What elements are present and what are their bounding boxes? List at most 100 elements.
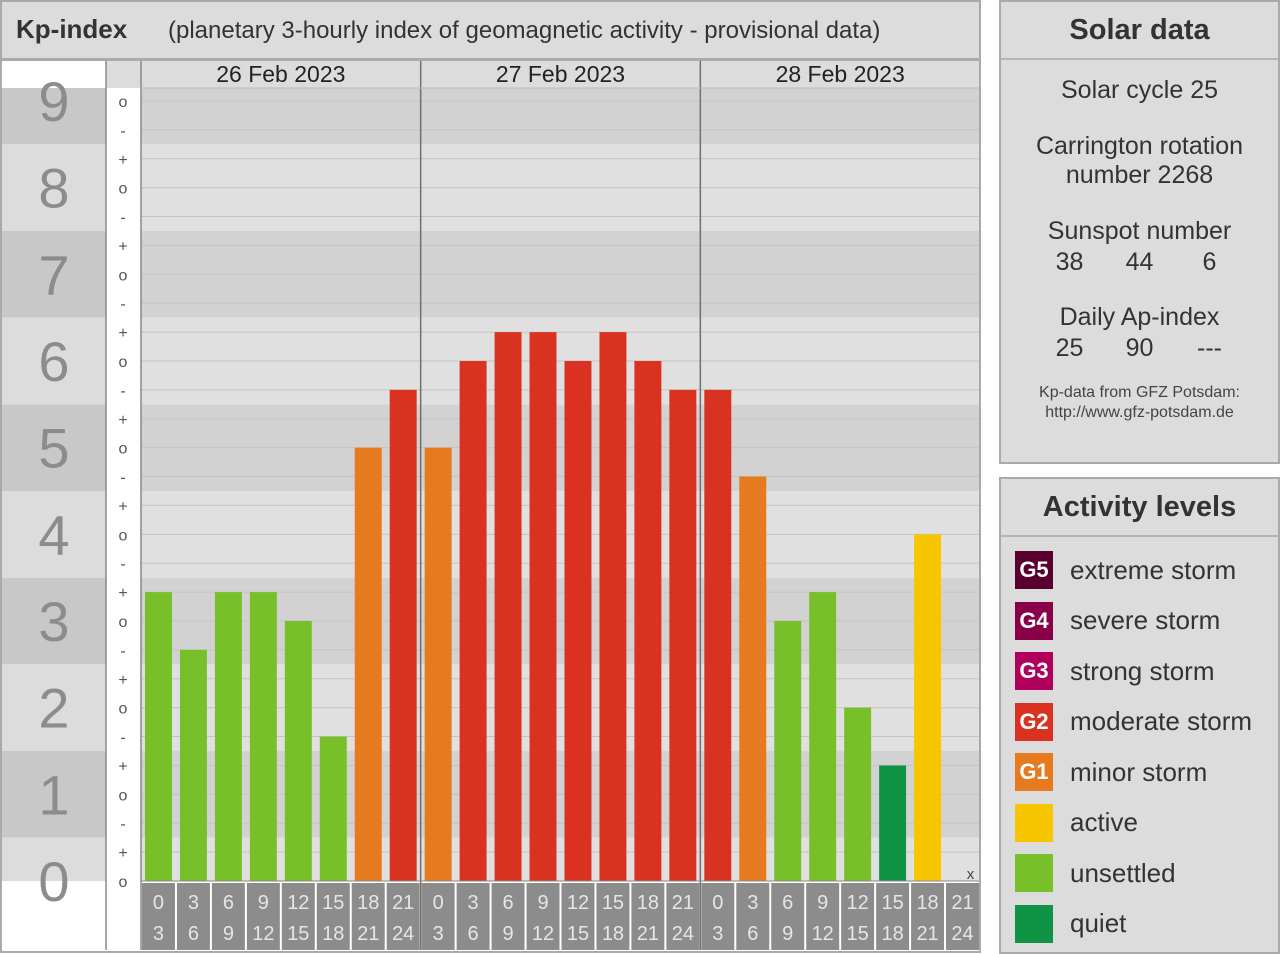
kp-chart-panel: 0 1 2 3 4 5 6 7 8 9 o + o - + o - + o - + o - + o - + o - + o - + o - + o - x… xyxy=(0,0,982,954)
y-minor-mark: - xyxy=(120,383,125,400)
credit-line-1: Kp-data from GFZ Potsdam: xyxy=(1039,384,1240,401)
x-tick-start: 9 xyxy=(537,892,548,914)
kp-bar xyxy=(179,649,207,881)
x-tick-end: 24 xyxy=(392,923,414,945)
x-tick-end: 18 xyxy=(322,923,344,945)
kp-bar xyxy=(879,765,907,881)
sunspot-label: Sunspot number xyxy=(1047,217,1232,245)
kp-bar xyxy=(739,476,767,881)
missing-data-mark: x xyxy=(967,866,975,883)
x-tick-end: 24 xyxy=(951,923,973,945)
activity-legend: G5 extreme storm G4 severe storm G3 stro… xyxy=(1001,537,1278,949)
kp-bar xyxy=(319,736,347,881)
y-minor-mark: + xyxy=(118,672,127,689)
x-tick-end: 3 xyxy=(153,923,164,945)
x-tick-end: 15 xyxy=(567,923,589,945)
chart-title: Kp-index xyxy=(16,14,128,44)
legend-swatch-g3: G3 xyxy=(1015,652,1053,691)
x-tick-start: 6 xyxy=(503,892,514,914)
x-label-cell xyxy=(841,883,875,950)
y-minor-mark: + xyxy=(118,412,127,429)
legend-item-quiet: quiet xyxy=(1001,899,1278,950)
legend-label: severe storm xyxy=(1070,605,1221,636)
y-minor-mark: - xyxy=(120,556,125,573)
y-minor-mark: o xyxy=(119,874,128,891)
y-minor-mark: - xyxy=(120,816,125,833)
x-tick-start: 15 xyxy=(881,892,903,914)
legend-swatch-g4: G4 xyxy=(1015,601,1053,640)
legend-code: G3 xyxy=(1019,658,1049,684)
legend-item-unsettled: unsettled xyxy=(1001,848,1278,899)
legend-label: active xyxy=(1070,807,1138,838)
legend-label: extreme storm xyxy=(1070,554,1237,585)
x-tick-end: 3 xyxy=(712,923,723,945)
y-minor-mark: - xyxy=(120,123,125,140)
legend-item-g4: G4 severe storm xyxy=(1001,596,1278,647)
x-label-cell xyxy=(316,883,350,950)
legend-code: G2 xyxy=(1019,708,1049,734)
x-tick-start: 18 xyxy=(916,892,938,914)
y-minor-mark: + xyxy=(118,498,127,515)
x-label-cell xyxy=(211,883,245,950)
kp-bar xyxy=(669,389,697,881)
ap-value: --- xyxy=(1197,334,1222,362)
activity-levels-panel: Activity levels G5 extreme storm G4 seve… xyxy=(999,477,1280,954)
x-tick-end: 6 xyxy=(188,923,199,945)
x-tick-start: 21 xyxy=(392,892,414,914)
x-label-cell xyxy=(491,883,525,950)
y-minor-mark: - xyxy=(120,470,125,487)
x-label-cell xyxy=(142,883,175,950)
sunspot-values: 38 44 6 xyxy=(1001,248,1278,277)
x-tick-end: 9 xyxy=(223,923,234,945)
x-tick-start: 3 xyxy=(188,892,199,914)
x-label-cell xyxy=(771,883,805,950)
x-tick-end: 15 xyxy=(287,923,309,945)
x-tick-end: 6 xyxy=(747,923,758,945)
solar-data-body: Solar cycle 25 Carrington rotation numbe… xyxy=(1001,76,1278,423)
x-label-cell xyxy=(456,883,490,950)
ap-label: Daily Ap-index xyxy=(1059,303,1220,331)
sunspot-value: 38 xyxy=(1055,248,1084,276)
x-label-cell xyxy=(596,883,630,950)
x-label-cell xyxy=(911,883,945,950)
legend-swatch-unsettled xyxy=(1015,854,1053,893)
x-tick-end: 15 xyxy=(847,923,869,945)
y-tick-label: 5 xyxy=(38,417,69,480)
x-tick-start: 18 xyxy=(637,892,659,914)
activity-levels-title: Activity levels xyxy=(1001,479,1278,537)
legend-label: moderate storm xyxy=(1070,706,1253,737)
ap-value: 90 xyxy=(1125,334,1154,362)
kp-bar xyxy=(809,592,837,881)
x-tick-start: 21 xyxy=(951,892,973,914)
x-label-cell xyxy=(526,883,560,950)
y-tick-label: 1 xyxy=(38,763,69,826)
kp-bar xyxy=(424,447,452,881)
data-credit: Kp-data from GFZ Potsdam: http://www.gfz… xyxy=(1001,383,1278,423)
chart-subtitle: (planetary 3-hourly index of geomagnetic… xyxy=(168,17,880,44)
legend-swatch-g2: G2 xyxy=(1015,702,1053,741)
x-label-cell xyxy=(351,883,385,950)
y-tick-label: 4 xyxy=(38,503,69,566)
x-tick-end: 12 xyxy=(812,923,834,945)
kp-bar xyxy=(599,332,627,881)
y-minor-mark: + xyxy=(118,325,127,342)
sunspot-value: 6 xyxy=(1202,248,1217,276)
carrington-line-1: Carrington rotation xyxy=(1035,132,1244,160)
x-tick-end: 12 xyxy=(252,923,274,945)
sunspot-value: 44 xyxy=(1125,248,1154,276)
x-tick-start: 12 xyxy=(847,892,869,914)
kp-bar xyxy=(145,592,172,881)
y-tick-label: 8 xyxy=(38,157,69,220)
carrington-line-2: number 2268 xyxy=(1065,161,1214,189)
day-label: 26 Feb 2023 xyxy=(216,61,345,87)
credit-url[interactable]: http://www.gfz-potsdam.de xyxy=(1045,404,1234,421)
legend-code: G1 xyxy=(1019,759,1049,785)
x-label-cell xyxy=(176,883,210,950)
x-tick-start: 6 xyxy=(782,892,793,914)
y-minor-mark: + xyxy=(118,845,127,862)
day-label: 28 Feb 2023 xyxy=(776,61,905,87)
y-minor-mark: - xyxy=(120,296,125,313)
y-minor-mark: o xyxy=(119,354,128,371)
y-minor-mark: + xyxy=(118,758,127,775)
y-tick-label: 7 xyxy=(38,243,69,306)
